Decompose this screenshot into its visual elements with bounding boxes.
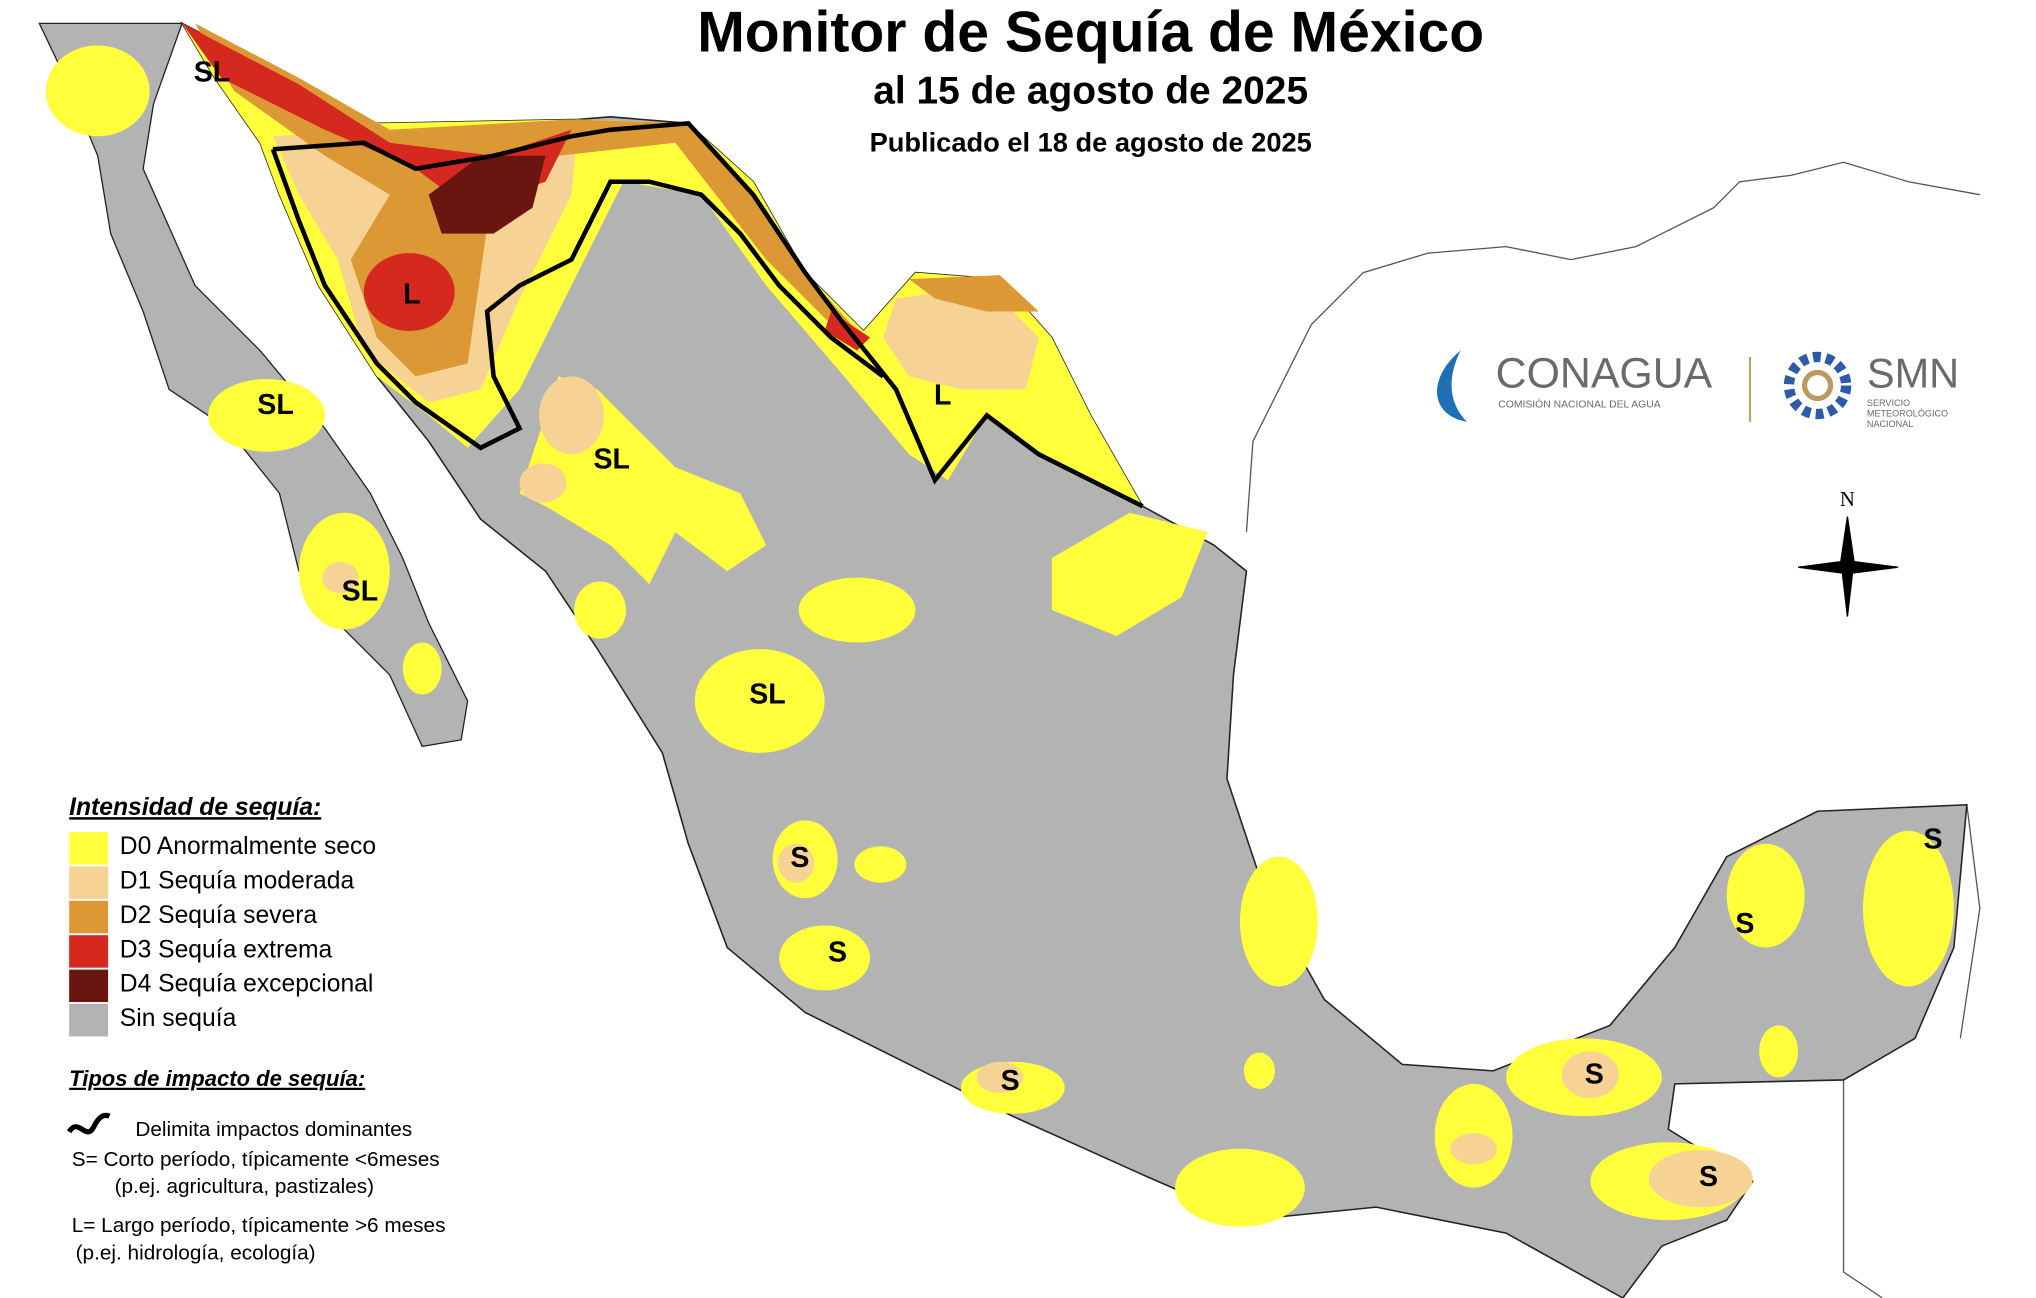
legend-swatch [69, 969, 109, 1003]
map-label: S [1735, 908, 1754, 940]
map-label: SL [194, 57, 230, 89]
d0-blob [1051, 512, 1208, 637]
legend-label: D3 Sequía extrema [120, 936, 333, 963]
map-label: S [790, 842, 809, 874]
smn-subtitle: SERVICIO [1867, 398, 1910, 408]
smn-icon [1783, 351, 1852, 420]
impact-text: (p.ej. hidrología, ecología) [76, 1241, 316, 1264]
d1-blob [519, 463, 567, 503]
compass [1798, 516, 1899, 617]
impact-legend: Tipos de impacto de sequía: Delimita imp… [66, 1066, 446, 1264]
d0-blob [208, 379, 325, 452]
d0-blob [1862, 830, 1954, 987]
map-label: S [1001, 1065, 1020, 1097]
impact-text: L= Largo período, típicamente >6 meses [72, 1214, 446, 1237]
d0-blobs [45, 45, 1954, 1227]
legend-swatch [69, 832, 109, 865]
legend-title: Intensidad de sequía: [69, 794, 321, 821]
d2-ne [908, 275, 1039, 312]
north-label: N [1840, 489, 1855, 511]
subtitle: al 15 de agosto de 2025 [873, 70, 1308, 113]
d2-north [195, 23, 858, 377]
impact-title: Tipos de impacto de sequía: [69, 1066, 365, 1091]
impact-line [270, 120, 1144, 509]
map-label: L [403, 278, 420, 310]
impact-text: S= Corto período, típicamente <6meses [72, 1148, 440, 1171]
map-label: L [934, 380, 951, 412]
legend-label: D4 Sequía excepcional [120, 971, 374, 998]
legend-label: D2 Sequía severa [120, 902, 318, 929]
impact-text: (p.ej. agricultura, pastizales) [115, 1175, 375, 1198]
logos: CONAGUA COMISIÓN NACIONAL DEL AGUA SMN S… [1437, 349, 1959, 429]
d0-blob [1239, 856, 1318, 987]
d1-blob [777, 843, 815, 883]
d0-blob [1726, 843, 1805, 948]
d0-blob [1243, 1052, 1276, 1090]
map-label: S [828, 937, 847, 969]
legend-swatch [69, 935, 109, 968]
smn-subtitle: NACIONAL [1867, 419, 1913, 429]
d0-blob [45, 45, 150, 137]
d4-chihuahua [428, 155, 546, 234]
north-arrow: N [1798, 489, 1899, 617]
published-date: Publicado el 18 de agosto de 2025 [870, 126, 1312, 157]
d1-blob [976, 1061, 1024, 1093]
d1-blob [1450, 1133, 1497, 1165]
legend-swatch [69, 900, 109, 934]
impact-text: Delimita impactos dominantes [135, 1118, 412, 1141]
title: Monitor de Sequía de México [697, 0, 1484, 64]
conagua-icon [1437, 350, 1468, 422]
smn-icon-inner [1801, 369, 1834, 402]
impact-line-sample [66, 1112, 111, 1135]
legend-label: D0 Anormalmente seco [120, 833, 376, 860]
d0-blob [694, 649, 825, 753]
mainland-region [180, 21, 1968, 1298]
map-labels: SL L SL SL SL L SL S S S S S S S [194, 57, 1943, 1194]
map-label: S [1699, 1161, 1718, 1193]
us-coast [1245, 161, 1980, 533]
d1-blobs [322, 376, 1753, 1208]
conagua-subtitle: COMISIÓN NACIONAL DEL AGUA [1498, 398, 1660, 411]
d0-blob [1759, 1025, 1799, 1078]
d1-blob [1561, 1051, 1619, 1099]
d0-blob [779, 925, 871, 991]
d1-blob [539, 376, 604, 455]
d1-blob [1648, 1150, 1753, 1208]
legend: Intensidad de sequía: D0 Anormalmente se… [69, 794, 376, 1037]
smn-subtitle: METEOROLÓGICO [1867, 408, 1948, 418]
d0-blob [402, 642, 442, 695]
d1-blob [322, 562, 359, 594]
legend-label: Sin sequía [120, 1005, 237, 1032]
neighbor-border [1842, 804, 1981, 1298]
map-label: SL [749, 678, 785, 710]
legend-swatch [69, 1004, 109, 1037]
conagua-logo: CONAGUA [1496, 350, 1713, 398]
map-label: SL [593, 443, 629, 475]
map-label: S [1585, 1059, 1604, 1091]
d0-blob [1175, 1148, 1305, 1227]
legend-swatch [69, 866, 109, 899]
d3-sonora [363, 253, 455, 331]
d0-blob [574, 581, 627, 639]
legend-label: D1 Sequía moderada [120, 868, 355, 895]
d0-blob [854, 846, 907, 883]
d0-blob [798, 577, 916, 643]
smn-logo: SMN [1867, 349, 1959, 396]
map-label: S [1924, 824, 1943, 856]
map-label: SL [257, 389, 293, 421]
map-label: SL [342, 576, 378, 608]
